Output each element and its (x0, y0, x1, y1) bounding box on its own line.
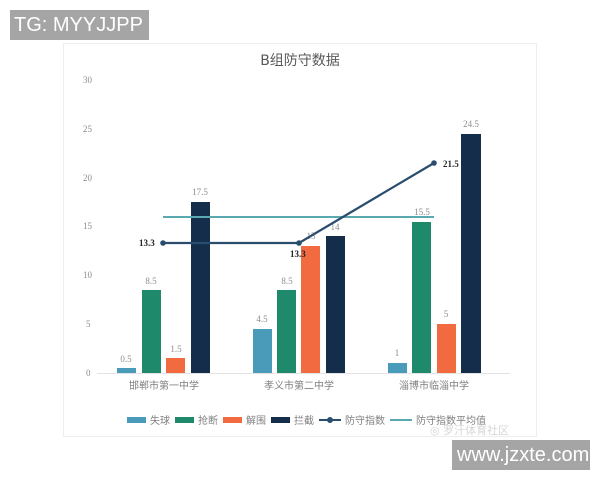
legend-label: 拦截 (294, 416, 314, 427)
bar-value: 1 (395, 348, 400, 358)
bar-value: 15.5 (414, 207, 430, 217)
bar-value: 24.5 (463, 119, 479, 129)
bar-value: 8.5 (145, 276, 157, 286)
bar-shiqiu (253, 329, 272, 373)
bar-value: 14 (331, 222, 341, 232)
legend-label: 抢断 (198, 416, 218, 427)
y-tick: 10 (83, 270, 93, 280)
index-point (160, 240, 166, 246)
bar-qiangduan (142, 290, 161, 373)
bar-value: 4.5 (256, 314, 268, 324)
legend-label: 失球 (150, 416, 170, 427)
index-value: 21.5 (443, 159, 459, 169)
watermark-url: www.jzxte.com (452, 440, 590, 470)
bar-qiangduan (277, 290, 296, 373)
bar-value: 8.5 (281, 276, 293, 286)
legend-line-icon (390, 418, 412, 421)
legend-swatch (223, 416, 242, 423)
y-tick: 5 (86, 319, 91, 329)
y-tick: 30 (83, 75, 93, 85)
index-value: 13.3 (139, 238, 155, 248)
index-point (296, 240, 302, 246)
category-label: 淄博市临淄中学 (399, 379, 469, 392)
bar-group-2: 4.5 8.5 13 14 (253, 222, 345, 373)
bar-value: 5 (444, 309, 449, 319)
y-axis: 0 5 10 15 20 25 30 (83, 75, 93, 378)
bar-shiqiu (388, 363, 407, 373)
legend-swatch (127, 416, 146, 423)
y-tick: 25 (83, 124, 93, 134)
category-label: 邯郸市第一中学 (129, 379, 199, 392)
legend-item-lanjie: 拦截 (271, 412, 314, 427)
legend-item-jiewei: 解围 (223, 412, 266, 427)
index-value: 13.3 (290, 249, 306, 259)
legend-item-defense-index: 防守指数 (319, 412, 385, 427)
bar-group-1: 0.5 8.5 1.5 17.5 (117, 187, 210, 373)
watermark-weibo: ◎ 罗汗体育社区 (430, 424, 510, 437)
y-tick: 0 (86, 368, 91, 378)
bar-value: 17.5 (192, 187, 208, 197)
watermark-tg: TG: MYYJJPP (10, 10, 149, 40)
chart-legend: 失球 抢断 解围 拦截 防守指数 防守指数平均值 (127, 412, 491, 427)
bar-lanjie (326, 236, 345, 373)
legend-item-avg-index: 防守指数平均值 (390, 412, 486, 427)
bar-jiewei (301, 246, 320, 373)
chart-title: B组防守数据 (260, 53, 340, 69)
legend-swatch (175, 416, 194, 423)
bar-lanjie (461, 134, 481, 373)
legend-label: 解围 (246, 416, 266, 427)
y-tick: 20 (83, 173, 93, 183)
legend-label: 防守指数平均值 (416, 416, 486, 427)
bar-value: 1.5 (170, 344, 182, 354)
category-label: 孝义市第二中学 (264, 379, 334, 392)
legend-label: 防守指数 (345, 416, 385, 427)
bar-shiqiu (117, 368, 136, 373)
bar-qiangduan (412, 222, 431, 373)
bar-group-3: 1 15.5 5 24.5 (388, 119, 481, 373)
legend-item-shiqiu: 失球 (127, 412, 170, 427)
bar-lanjie (191, 202, 210, 373)
y-tick: 15 (83, 221, 93, 231)
legend-item-qiangduan: 抢断 (175, 412, 218, 427)
bar-jiewei (166, 358, 185, 373)
legend-line-marker-icon (319, 416, 341, 423)
legend-swatch (271, 416, 290, 423)
index-point (431, 160, 437, 166)
bar-value: 0.5 (120, 354, 132, 364)
bar-jiewei (437, 324, 456, 373)
